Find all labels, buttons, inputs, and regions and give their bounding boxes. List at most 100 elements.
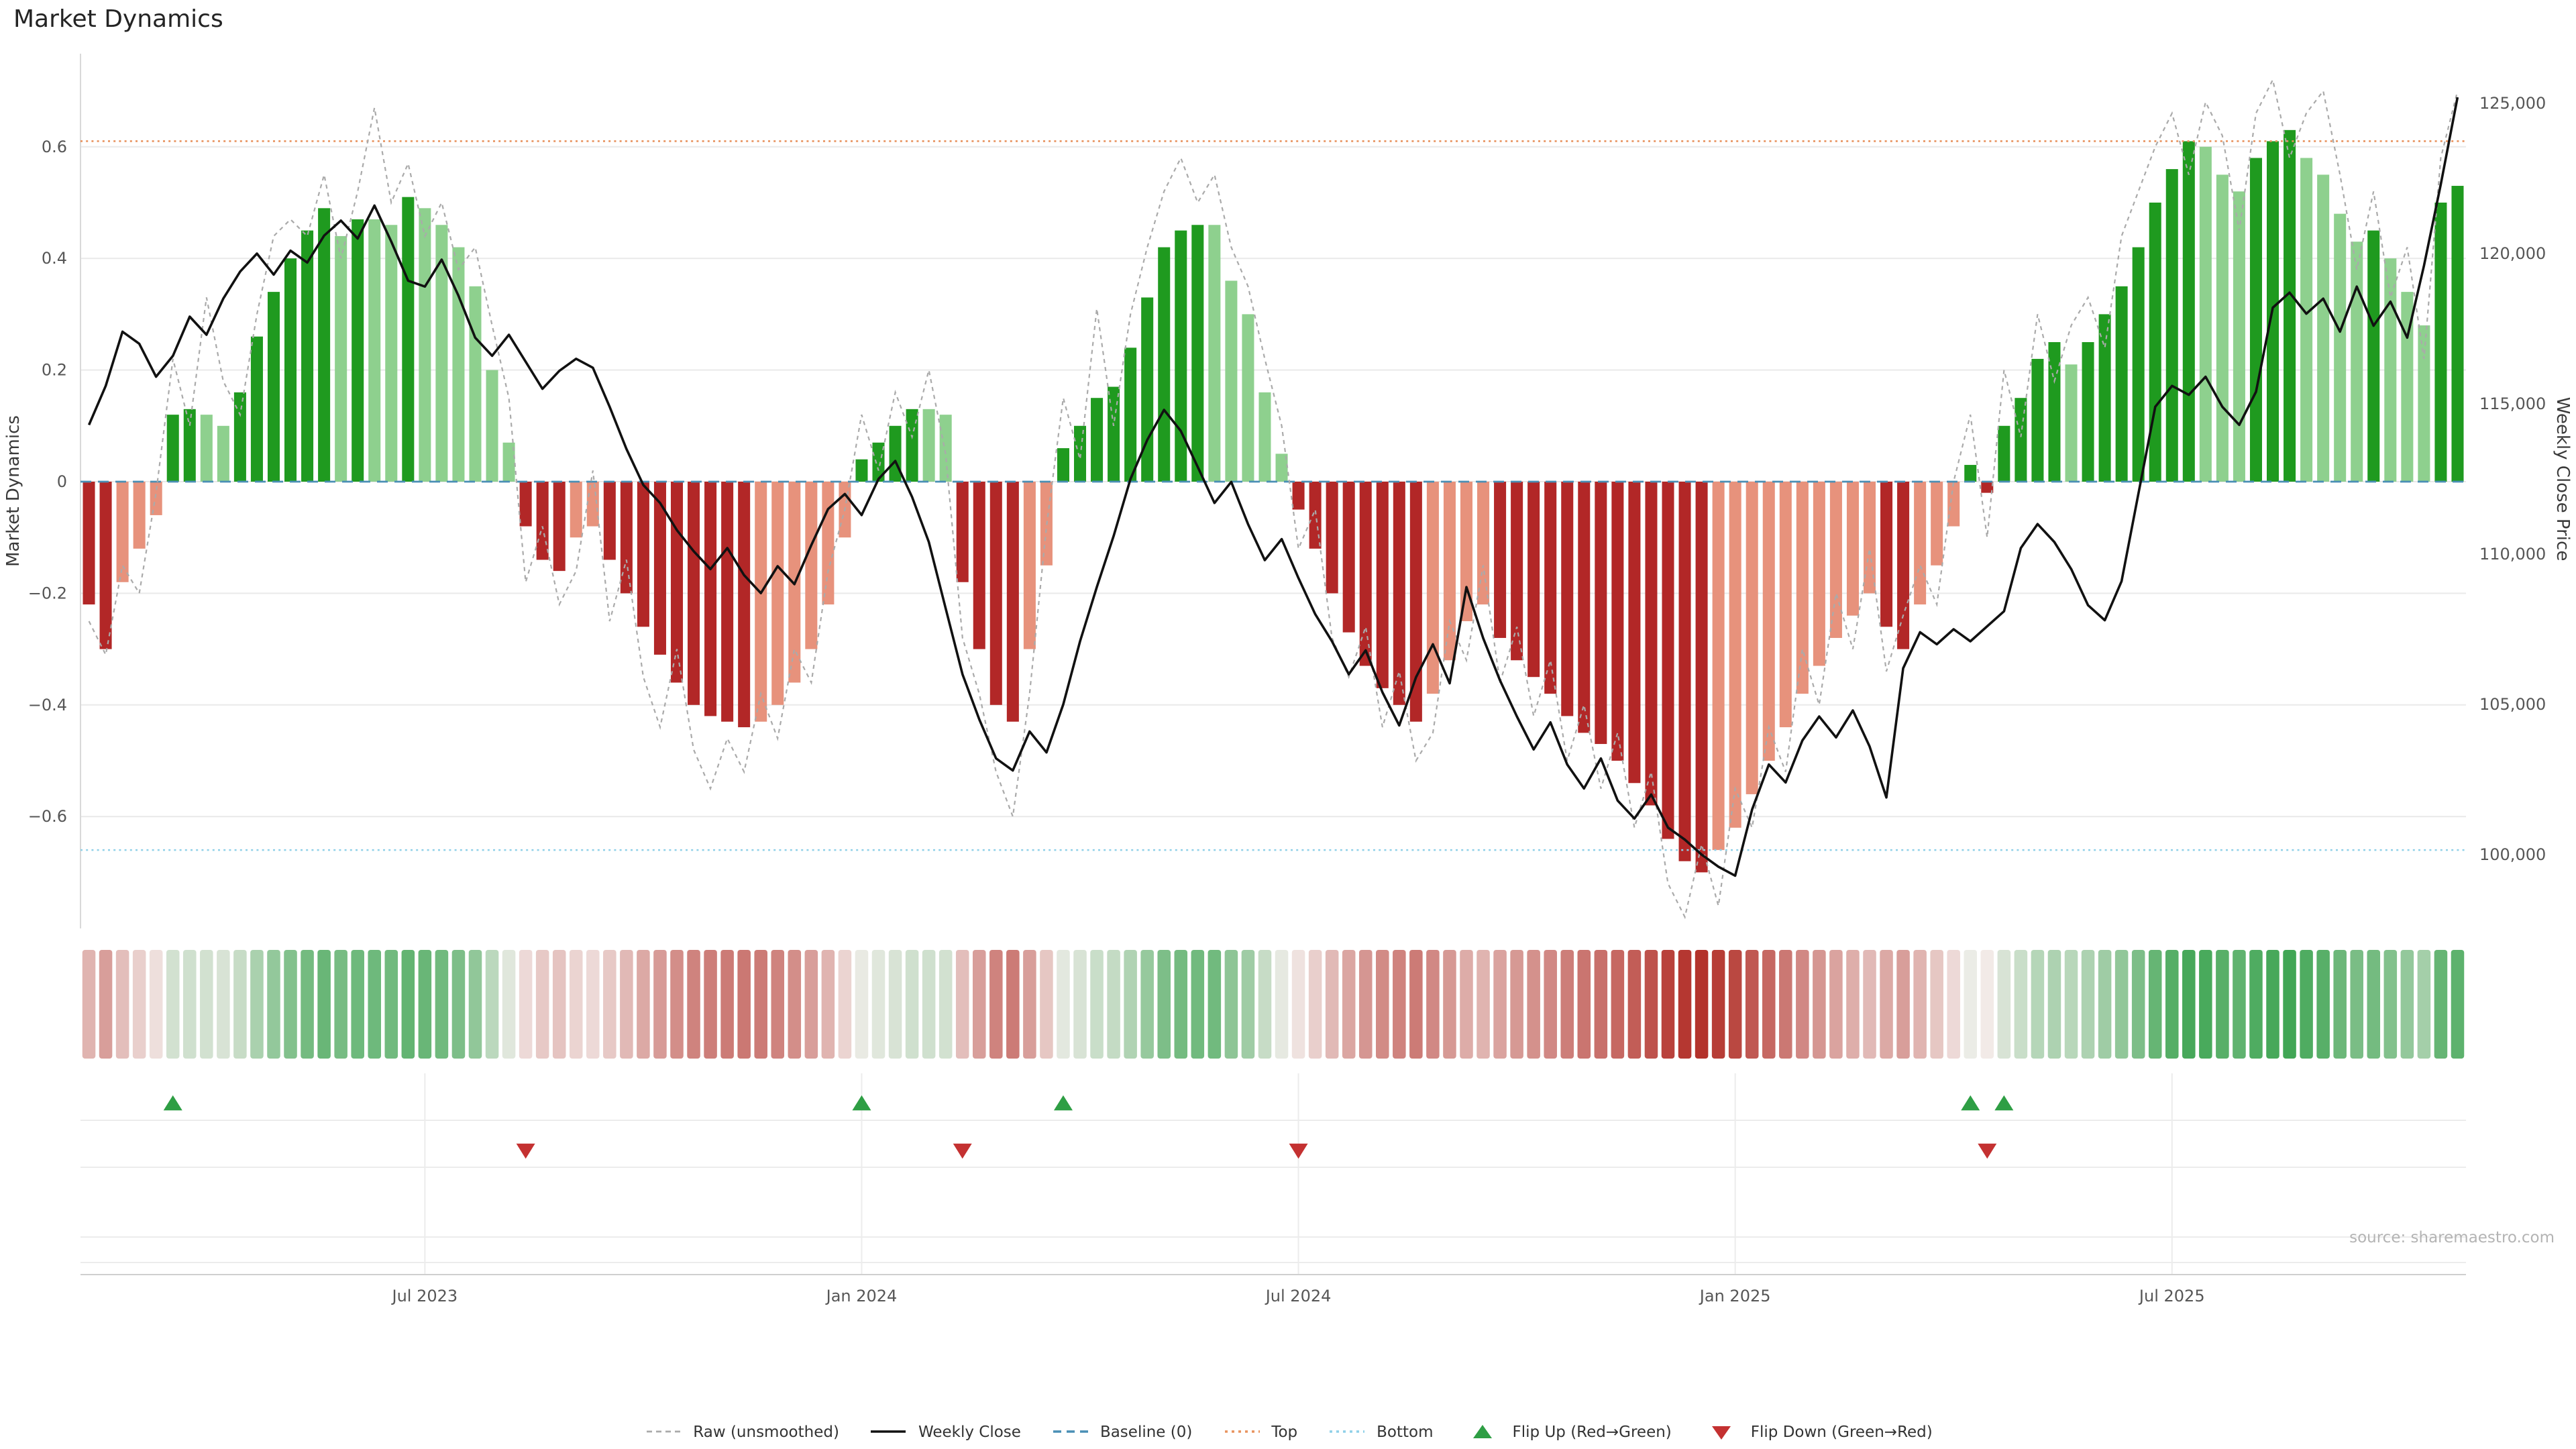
heatmap-cell [1762,950,1776,1059]
heatmap-cell [384,950,398,1059]
dynamics-bar [1829,482,1842,638]
heatmap-cell [1627,950,1642,1059]
heatmap-cell [1728,950,1742,1059]
heatmap-cell [1358,950,1373,1059]
heatmap-cell [485,950,499,1059]
heatmap-cell [1426,950,1440,1059]
heatmap-cell [788,950,802,1059]
dynamics-bar [1813,482,1825,666]
heatmap-cell [955,950,969,1059]
left-axis-tick-label: 0.4 [42,249,67,268]
heatmap-cell [1527,950,1540,1059]
dynamics-bar [2132,247,2145,482]
heatmap-cell [821,950,835,1059]
dynamics-bar [435,225,448,482]
dynamics-bar [1981,482,1994,493]
legend-label: Bottom [1377,1422,1434,1441]
dynamics-bar [1712,482,1725,851]
right-axis-tick-label: 100,000 [2479,845,2546,864]
heatmap-cell [922,950,936,1059]
heatmap-cell [1930,950,1943,1059]
heatmap-cell [2400,950,2414,1059]
x-axis-tick-label: Jul 2023 [391,1287,458,1305]
heatmap-cell [2350,950,2363,1059]
heatmap-cell [217,950,230,1059]
dynamics-bar [1527,482,1540,678]
dynamics-bar [2434,203,2447,482]
dynamics-bar [1645,482,1658,806]
heatmap-cell [1560,950,1574,1059]
heatmap-cell [586,950,600,1059]
dynamics-bar [284,258,297,482]
heatmap-cell [620,950,633,1059]
heatmap-cell [637,950,650,1059]
legend-label: Flip Up (Red→Green) [1512,1422,1672,1441]
heatmap-cell [502,950,516,1059]
dynamics-bar [318,208,331,482]
dynamics-bar [2451,186,2464,482]
heatmap-cell [418,950,432,1059]
dynamics-bar [1628,482,1641,784]
dynamics-bar [1578,482,1591,733]
heatmap-cell [1124,950,1137,1059]
heatmap-cell [1493,950,1507,1059]
dynamics-bar [233,392,246,482]
heatmap-cell [1107,950,1120,1059]
dynamics-bar [99,482,112,649]
heatmap-cell [2283,950,2296,1059]
dynamics-bar [1409,482,1422,722]
dynamics-bar [2165,169,2178,482]
dynamics-bar [486,370,498,482]
dynamics-bar [1057,448,1069,482]
left-axis-tick-label: 0.6 [42,138,67,156]
dynamics-bar [2317,174,2330,482]
dynamics-bar [1595,482,1607,745]
heatmap-cell [720,950,734,1059]
dynamics-bar [1124,347,1137,482]
heatmap-cell [1376,950,1389,1059]
heatmap-cell [2383,950,2398,1059]
dynamics-bar [872,442,885,482]
dynamics-bar [1544,482,1557,694]
dynamics-bar [1091,398,1104,482]
heatmap-cell [653,950,667,1059]
dynamics-bar [419,208,431,482]
heatmap-cell [1040,950,1053,1059]
dynamics-bar [2048,342,2061,482]
heatmap-cell [1291,950,1305,1059]
dynamics-bar [1662,482,1674,839]
heatmap-cell [1308,950,1322,1059]
dynamics-bar [1494,482,1507,638]
dynamics-bar [2199,146,2212,482]
heatmap-cell [435,950,449,1059]
dynamics-bar [469,286,482,482]
heatmap-cell [2114,950,2129,1059]
legend-label: Raw (unsmoothed) [693,1422,839,1441]
heatmap-cell [1208,950,1222,1059]
heatmap-cell [1191,950,1205,1059]
dynamics-bar [1426,482,1439,694]
dynamics-bar [1175,230,1187,482]
right-axis-tick-label: 110,000 [2479,545,2546,564]
dynamics-bar [200,415,213,482]
dynamics-bar [2401,292,2414,482]
heatmap-cell [855,950,869,1059]
source-note: source: sharemaestro.com [2349,1229,2555,1246]
dynamics-bar [1863,482,1876,594]
dynamics-bar [1931,482,1943,566]
heatmap-cell [1980,950,1994,1059]
heatmap-cell [1510,950,1523,1059]
legend-line-swatch-baseline [1053,1430,1088,1433]
dynamics-bar [385,225,398,482]
weekly-close-line [87,97,2459,877]
heatmap-cell [1594,950,1608,1059]
legend-item-top: Top [1222,1422,1297,1441]
right-axis-tick-label: 115,000 [2479,394,2546,413]
heatmap-cell [2148,950,2162,1059]
dynamics-bar [1678,482,1691,861]
dynamics-bar [637,482,649,627]
dynamics-bar [755,482,767,722]
left-axis-tick-label: 0.2 [42,361,67,380]
heatmap-cell [451,950,466,1059]
dynamics-bar [2334,213,2347,482]
